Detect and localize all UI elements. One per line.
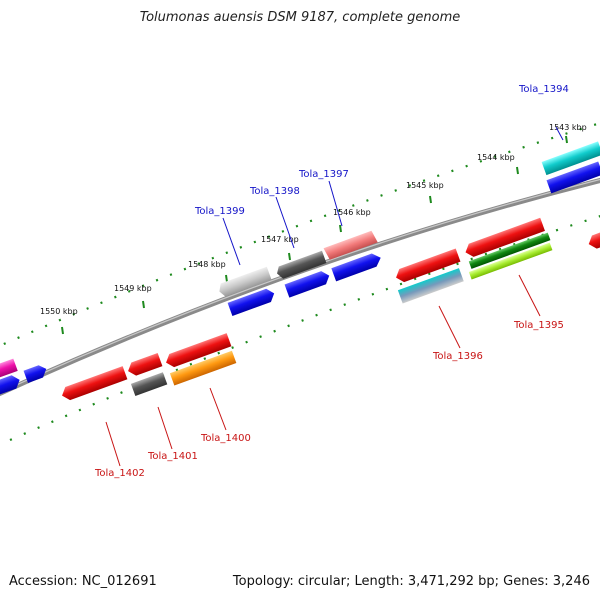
gene-label-tola-1394: Tola_1394 <box>518 84 569 95</box>
gene-arrow <box>227 288 275 316</box>
tick-label: 1543 kbp <box>549 123 587 132</box>
callout-line <box>328 180 343 227</box>
tick-label: 1550 kbp <box>40 307 78 316</box>
gene-arrow <box>468 232 551 269</box>
gene-arrow <box>277 250 327 279</box>
gene-arrow <box>0 375 20 397</box>
gene-arrow <box>0 358 18 380</box>
callout-line <box>518 274 541 317</box>
bottom-gene-labels: Tola_1395 Tola_1396 Tola_1400 Tola_1401 … <box>94 320 564 479</box>
tick-1546 <box>339 224 342 233</box>
gene-arrow <box>323 230 378 260</box>
gene-arrow <box>396 248 461 283</box>
callout-line <box>157 406 173 450</box>
gene-arrow <box>128 352 163 376</box>
tick-1543 <box>565 135 568 144</box>
inner-tick-track <box>9 215 600 442</box>
tick-1550 <box>61 326 64 335</box>
bottom-callouts <box>105 274 541 467</box>
top-callouts <box>222 126 564 266</box>
gene-arrow <box>23 365 47 383</box>
top-gene-labels: Tola_1394 Tola_1397 Tola_1398 Tola_1399 <box>194 84 569 217</box>
reverse-strand-genes <box>62 217 600 401</box>
gene-arrow <box>169 350 237 386</box>
map-title: Tolumonas auensis DSM 9187, complete gen… <box>139 10 461 25</box>
gene-arrow <box>541 141 600 176</box>
accession-label: Accession: NC_012691 <box>9 574 157 589</box>
gene-label-tola-1397: Tola_1397 <box>298 169 349 180</box>
tick-1549 <box>142 300 145 309</box>
tick-1544 <box>516 166 519 175</box>
tick-label: 1545 kbp <box>406 181 444 190</box>
forward-strand-genes <box>0 141 600 397</box>
tick-label: 1549 kbp <box>114 284 152 293</box>
gene-label-tola-1395: Tola_1395 <box>513 320 564 331</box>
tick-label: 1546 kbp <box>333 208 371 217</box>
gene-arrow <box>284 271 330 298</box>
gene-arrow <box>219 266 272 297</box>
gene-arrow <box>397 268 464 304</box>
gene-arrow <box>468 242 553 280</box>
gene-arrow <box>331 253 381 282</box>
callout-line <box>222 217 241 266</box>
gene-label-tola-1398: Tola_1398 <box>249 186 300 197</box>
tick-1545 <box>429 195 432 204</box>
tick-label: 1544 kbp <box>477 153 515 162</box>
gene-label-tola-1400: Tola_1400 <box>200 433 251 444</box>
callout-line <box>275 196 295 249</box>
tick-label: 1547 kbp <box>261 235 299 244</box>
callout-line <box>438 305 461 349</box>
gene-arrow <box>62 366 128 401</box>
major-ticks <box>61 135 568 335</box>
gene-label-tola-1402: Tola_1402 <box>94 468 145 479</box>
gene-arrow <box>588 230 600 249</box>
tick-1548 <box>225 274 228 283</box>
callout-line <box>105 421 121 467</box>
tick-labels: 1543 kbp 1544 kbp 1545 kbp 1546 kbp 1547… <box>40 123 587 316</box>
gene-label-tola-1396: Tola_1396 <box>432 351 483 362</box>
genome-summary: Topology: circular; Length: 3,471,292 bp… <box>232 574 590 589</box>
tick-label: 1548 kbp <box>188 260 226 269</box>
gene-arrow <box>546 161 600 194</box>
gene-label-tola-1401: Tola_1401 <box>147 451 198 462</box>
gene-arrow <box>130 372 168 397</box>
callout-line <box>555 126 564 141</box>
gene-arrow <box>465 217 545 257</box>
gene-label-tola-1399: Tola_1399 <box>194 206 245 217</box>
callout-line <box>209 387 227 431</box>
tick-1547 <box>288 252 291 261</box>
gene-arrow <box>166 333 232 368</box>
